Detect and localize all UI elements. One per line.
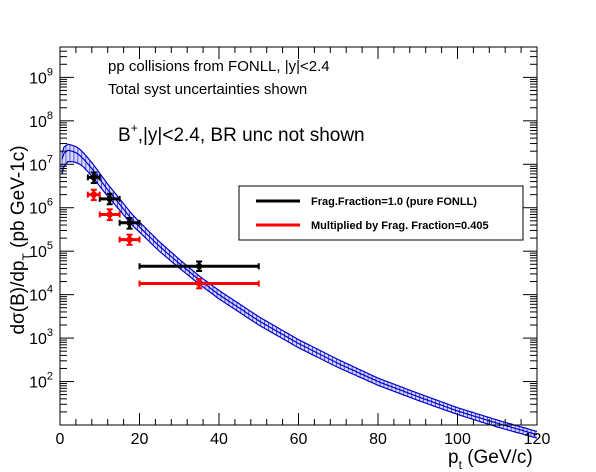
y-tick-exponent: 7 xyxy=(47,153,53,165)
marker xyxy=(91,174,97,180)
legend-label-series-0: Frag.Fraction=1.0 (pure FONLL) xyxy=(311,196,477,208)
legend-box xyxy=(238,185,524,241)
y-axis-label-subscript: T xyxy=(20,253,34,261)
marker xyxy=(196,281,202,287)
series-0-point-0 xyxy=(86,171,101,185)
marker xyxy=(127,220,133,226)
band-upper-curve xyxy=(61,143,538,433)
y-tick-exponent: 4 xyxy=(47,284,53,296)
x-tick-label: 60 xyxy=(290,431,308,448)
y-tick-mantissa: 10 xyxy=(29,114,47,131)
x-tick-label: 0 xyxy=(56,431,65,448)
title-rest: ,|y|<2.4, BR unc not shown xyxy=(138,125,365,146)
y-tick-mantissa: 10 xyxy=(29,157,47,174)
marker xyxy=(91,192,97,198)
marker xyxy=(107,196,113,202)
annotation-line-2: Total syst uncertainties shown xyxy=(108,81,307,98)
y-tick-label: 106 xyxy=(29,197,53,218)
series-1-point-0 xyxy=(86,188,101,202)
y-tick-exponent: 9 xyxy=(47,66,53,78)
data-points xyxy=(86,171,260,290)
y-tick-mantissa: 10 xyxy=(29,70,47,87)
annotation-line-1: pp collisions from FONLL, |y|<2.4 xyxy=(108,58,330,75)
band-central-curve xyxy=(61,149,538,436)
y-tick-exponent: 3 xyxy=(47,327,53,339)
x-axis-label-rest: (GeV/c) xyxy=(462,447,533,468)
series-1-point-3 xyxy=(138,277,260,290)
y-axis-label-main: dσ(B)/dp xyxy=(8,261,29,335)
title-main: B xyxy=(118,125,131,146)
legend-label-series-1: Multiplied by Frag. Fraction=0.405 xyxy=(311,220,489,232)
x-axis-label-subscript: t xyxy=(459,458,463,472)
y-tick-label: 108 xyxy=(29,110,53,131)
series-1-point-1 xyxy=(98,208,121,222)
x-axis-label-main: p xyxy=(448,447,459,468)
y-tick-mantissa: 10 xyxy=(29,244,47,261)
marker xyxy=(107,211,113,217)
x-tick-label: 20 xyxy=(131,431,149,448)
y-tick-label: 107 xyxy=(29,153,53,174)
y-tick-label: 104 xyxy=(29,284,53,305)
marker xyxy=(196,263,202,269)
y-axis-label: dσ(B)/dpT (pb GeV-1c) xyxy=(8,145,34,334)
y-tick-exponent: 8 xyxy=(47,110,53,122)
y-tick-mantissa: 10 xyxy=(29,331,47,348)
y-tick-mantissa: 10 xyxy=(29,375,47,392)
series-1-point-2 xyxy=(118,233,141,246)
y-tick-exponent: 5 xyxy=(47,240,53,252)
y-tick-exponent: 6 xyxy=(47,197,53,209)
title-superscript: + xyxy=(131,121,138,135)
y-tick-label: 105 xyxy=(29,240,53,261)
series-0-point-2 xyxy=(118,217,141,230)
series-0-point-3 xyxy=(138,260,260,272)
marker xyxy=(127,237,133,243)
x-tick-label: 120 xyxy=(524,431,551,448)
y-tick-mantissa: 10 xyxy=(29,288,47,305)
x-axis-label: pt (GeV/c) xyxy=(448,447,533,472)
y-tick-exponent: 2 xyxy=(47,371,53,383)
y-tick-label: 103 xyxy=(29,327,53,348)
y-tick-mantissa: 10 xyxy=(29,201,47,218)
chart-title: B+,|y|<2.4, BR unc not shown xyxy=(118,121,365,146)
x-tick-label: 80 xyxy=(369,431,387,448)
x-tick-label: 40 xyxy=(210,431,228,448)
y-tick-label: 109 xyxy=(29,66,53,87)
y-tick-label: 102 xyxy=(29,371,53,392)
y-axis-label-rest: (pb GeV-1c) xyxy=(8,145,29,253)
x-tick-label: 100 xyxy=(444,431,471,448)
